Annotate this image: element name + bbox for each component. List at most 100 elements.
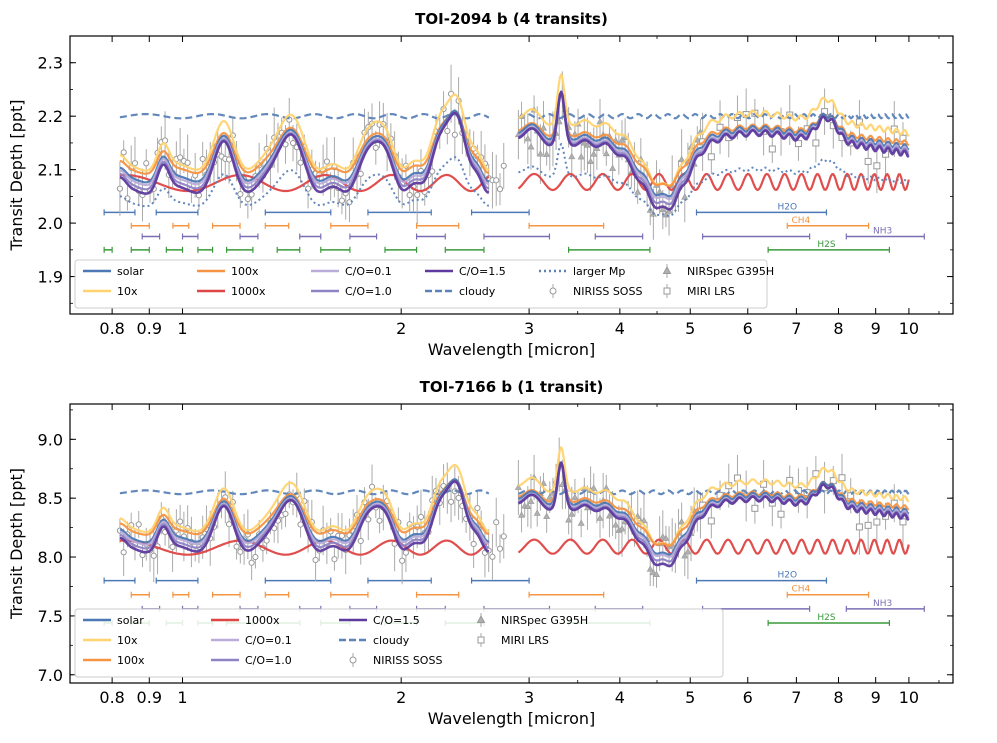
legend-label: 100x <box>117 654 145 667</box>
nirspec-g395h-point <box>640 516 648 524</box>
niriss-soss-point <box>237 190 244 198</box>
nirspec-g395h-point <box>684 548 692 555</box>
axes-frame <box>69 35 954 315</box>
legend-label: NIRSpec G395H <box>687 265 774 278</box>
legend-label: NIRISS SOSS <box>373 654 442 667</box>
miri-lrs-point <box>707 517 715 525</box>
cloudy-model-line <box>518 112 910 120</box>
niriss-soss-point <box>131 160 139 167</box>
h2o-band-label: H2O <box>777 202 797 212</box>
legend-swatch <box>349 656 357 664</box>
niriss-soss-point <box>338 197 346 204</box>
ch4-band <box>211 222 241 229</box>
nirspec-g395h-point <box>602 149 610 157</box>
miri-lrs-point <box>794 140 802 148</box>
legend-label: 1000x <box>245 614 280 627</box>
nirspec-g395h-point <box>524 134 532 142</box>
h2s-band <box>276 246 301 253</box>
x-tick-label: 6 <box>743 688 753 707</box>
nh3-band <box>181 233 199 240</box>
niriss-soss-point <box>399 557 406 564</box>
legend-label: solar <box>117 265 144 278</box>
niriss-soss-point <box>120 149 127 156</box>
legend-item: MIRI LRS <box>477 633 549 647</box>
h2o-band <box>470 577 530 584</box>
legend-label: C/O=1.0 <box>245 654 292 667</box>
nirspec-g395h-point <box>540 479 548 486</box>
nirspec-g395h-point <box>518 511 526 518</box>
nirspec-g395h-point <box>612 521 620 528</box>
niriss-soss-point <box>357 537 364 545</box>
niriss-soss-point <box>169 543 176 551</box>
x1000-model-line <box>119 173 490 193</box>
niriss-soss-point <box>406 191 413 199</box>
nirspec-g395h-point <box>571 493 579 500</box>
niriss-soss-point <box>414 191 421 198</box>
miri-lrs-point <box>707 153 715 161</box>
legend-label: C/O=1.0 <box>345 285 392 298</box>
legend-item: C/O=1.5 <box>425 265 506 278</box>
ch4-band <box>330 591 369 598</box>
h2o-band <box>367 577 432 584</box>
nirspec-g395h-point <box>524 502 532 509</box>
nirspec-g395h-point <box>681 193 689 200</box>
x1000-model-line <box>119 539 490 556</box>
niriss-soss-point <box>199 155 206 163</box>
legend-swatch <box>662 265 672 274</box>
h2s-band <box>130 246 150 253</box>
niriss-soss-point <box>500 533 507 540</box>
h2s-band <box>567 246 651 253</box>
x-tick-label: 7 <box>791 688 801 707</box>
h2o-band <box>695 209 828 216</box>
co15-model-line <box>517 90 910 211</box>
nirspec-g395h-point <box>546 493 554 500</box>
legend-item: MIRI LRS <box>663 284 735 298</box>
axes-frame <box>69 403 954 684</box>
niriss-soss-point <box>470 540 477 548</box>
niriss-soss-point <box>331 556 338 563</box>
h2s-band-label: H2S <box>817 613 835 623</box>
h2o-band <box>155 209 199 216</box>
nirspec-g395h-point <box>653 570 661 578</box>
legend-label: C/O=0.1 <box>345 265 392 278</box>
niriss-soss-point <box>252 553 259 561</box>
legend-label: 1000x <box>231 285 266 298</box>
nirspec-g395h-point <box>577 519 585 526</box>
niriss-soss-point <box>496 186 504 193</box>
nirspec-g395h-point <box>662 534 670 541</box>
niriss-soss-point <box>282 510 289 517</box>
y-tick-label: 1.9 <box>38 268 63 287</box>
legend-swatch <box>476 614 486 623</box>
panel-toi-2094b: TOI-2094 b (4 transits) H2O CH4 NH3 H2S 0.8 0.… <box>7 10 954 359</box>
niriss-soss-point <box>376 517 383 524</box>
ch4-band <box>415 591 460 598</box>
h2s-band <box>197 246 214 253</box>
nh3-band-label: NH3 <box>873 599 892 609</box>
legend-swatch <box>663 287 671 295</box>
h2o-band <box>695 577 828 584</box>
niriss-soss-point <box>444 127 451 135</box>
nirspec-g395h-point <box>533 509 541 516</box>
nirspec-g395h-point <box>536 150 544 157</box>
ch4-band <box>211 591 241 598</box>
solar-model-line <box>518 461 910 556</box>
miri-lrs-point <box>864 157 872 165</box>
legend-label: 10x <box>117 634 138 647</box>
co15-model-line <box>119 111 490 195</box>
legend-box <box>74 259 768 309</box>
nirspec-g395h-point <box>590 484 598 491</box>
nh3-band <box>415 233 446 240</box>
miri-lrs-point <box>716 123 724 131</box>
niriss-soss-point <box>233 543 240 550</box>
nirspec-g395h-point <box>618 525 626 532</box>
legend-label: C/O=0.1 <box>245 634 292 647</box>
niriss-soss-point <box>447 498 455 505</box>
niriss-soss-point <box>312 556 319 564</box>
legend-item: cloudy <box>339 634 410 647</box>
y-tick-label: 8.5 <box>38 489 63 508</box>
chart-title: TOI-2094 b (4 transits) <box>415 10 608 28</box>
legend-label: NIRSpec G395H <box>501 614 588 627</box>
niriss-soss-point <box>493 177 500 184</box>
niriss-soss-point <box>150 552 157 559</box>
